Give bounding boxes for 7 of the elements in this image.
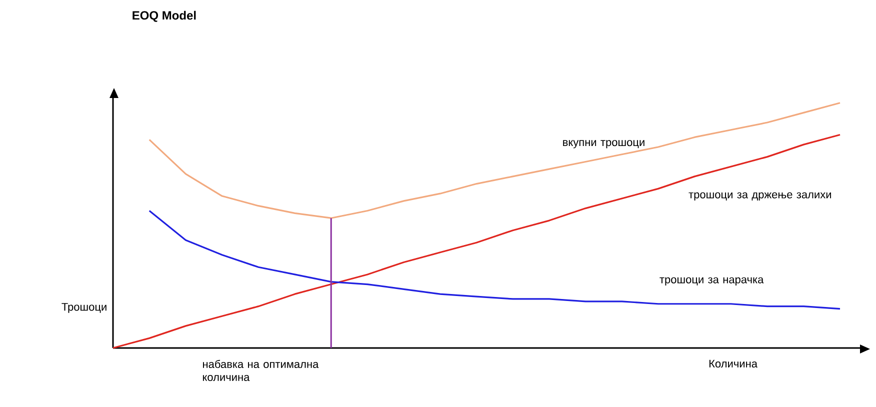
y-axis-title: Трошоци: [62, 303, 106, 313]
x-axis-title: Количина: [709, 360, 758, 368]
series-label: трошоци за држење залихи: [688, 192, 831, 201]
chart-title: EOQ Model: [132, 10, 196, 22]
text: набавка на оптимална количина: [202, 360, 319, 382]
series-label: трошоци за нарачка: [660, 277, 764, 286]
series-label: вкупни трошоци: [563, 140, 644, 148]
